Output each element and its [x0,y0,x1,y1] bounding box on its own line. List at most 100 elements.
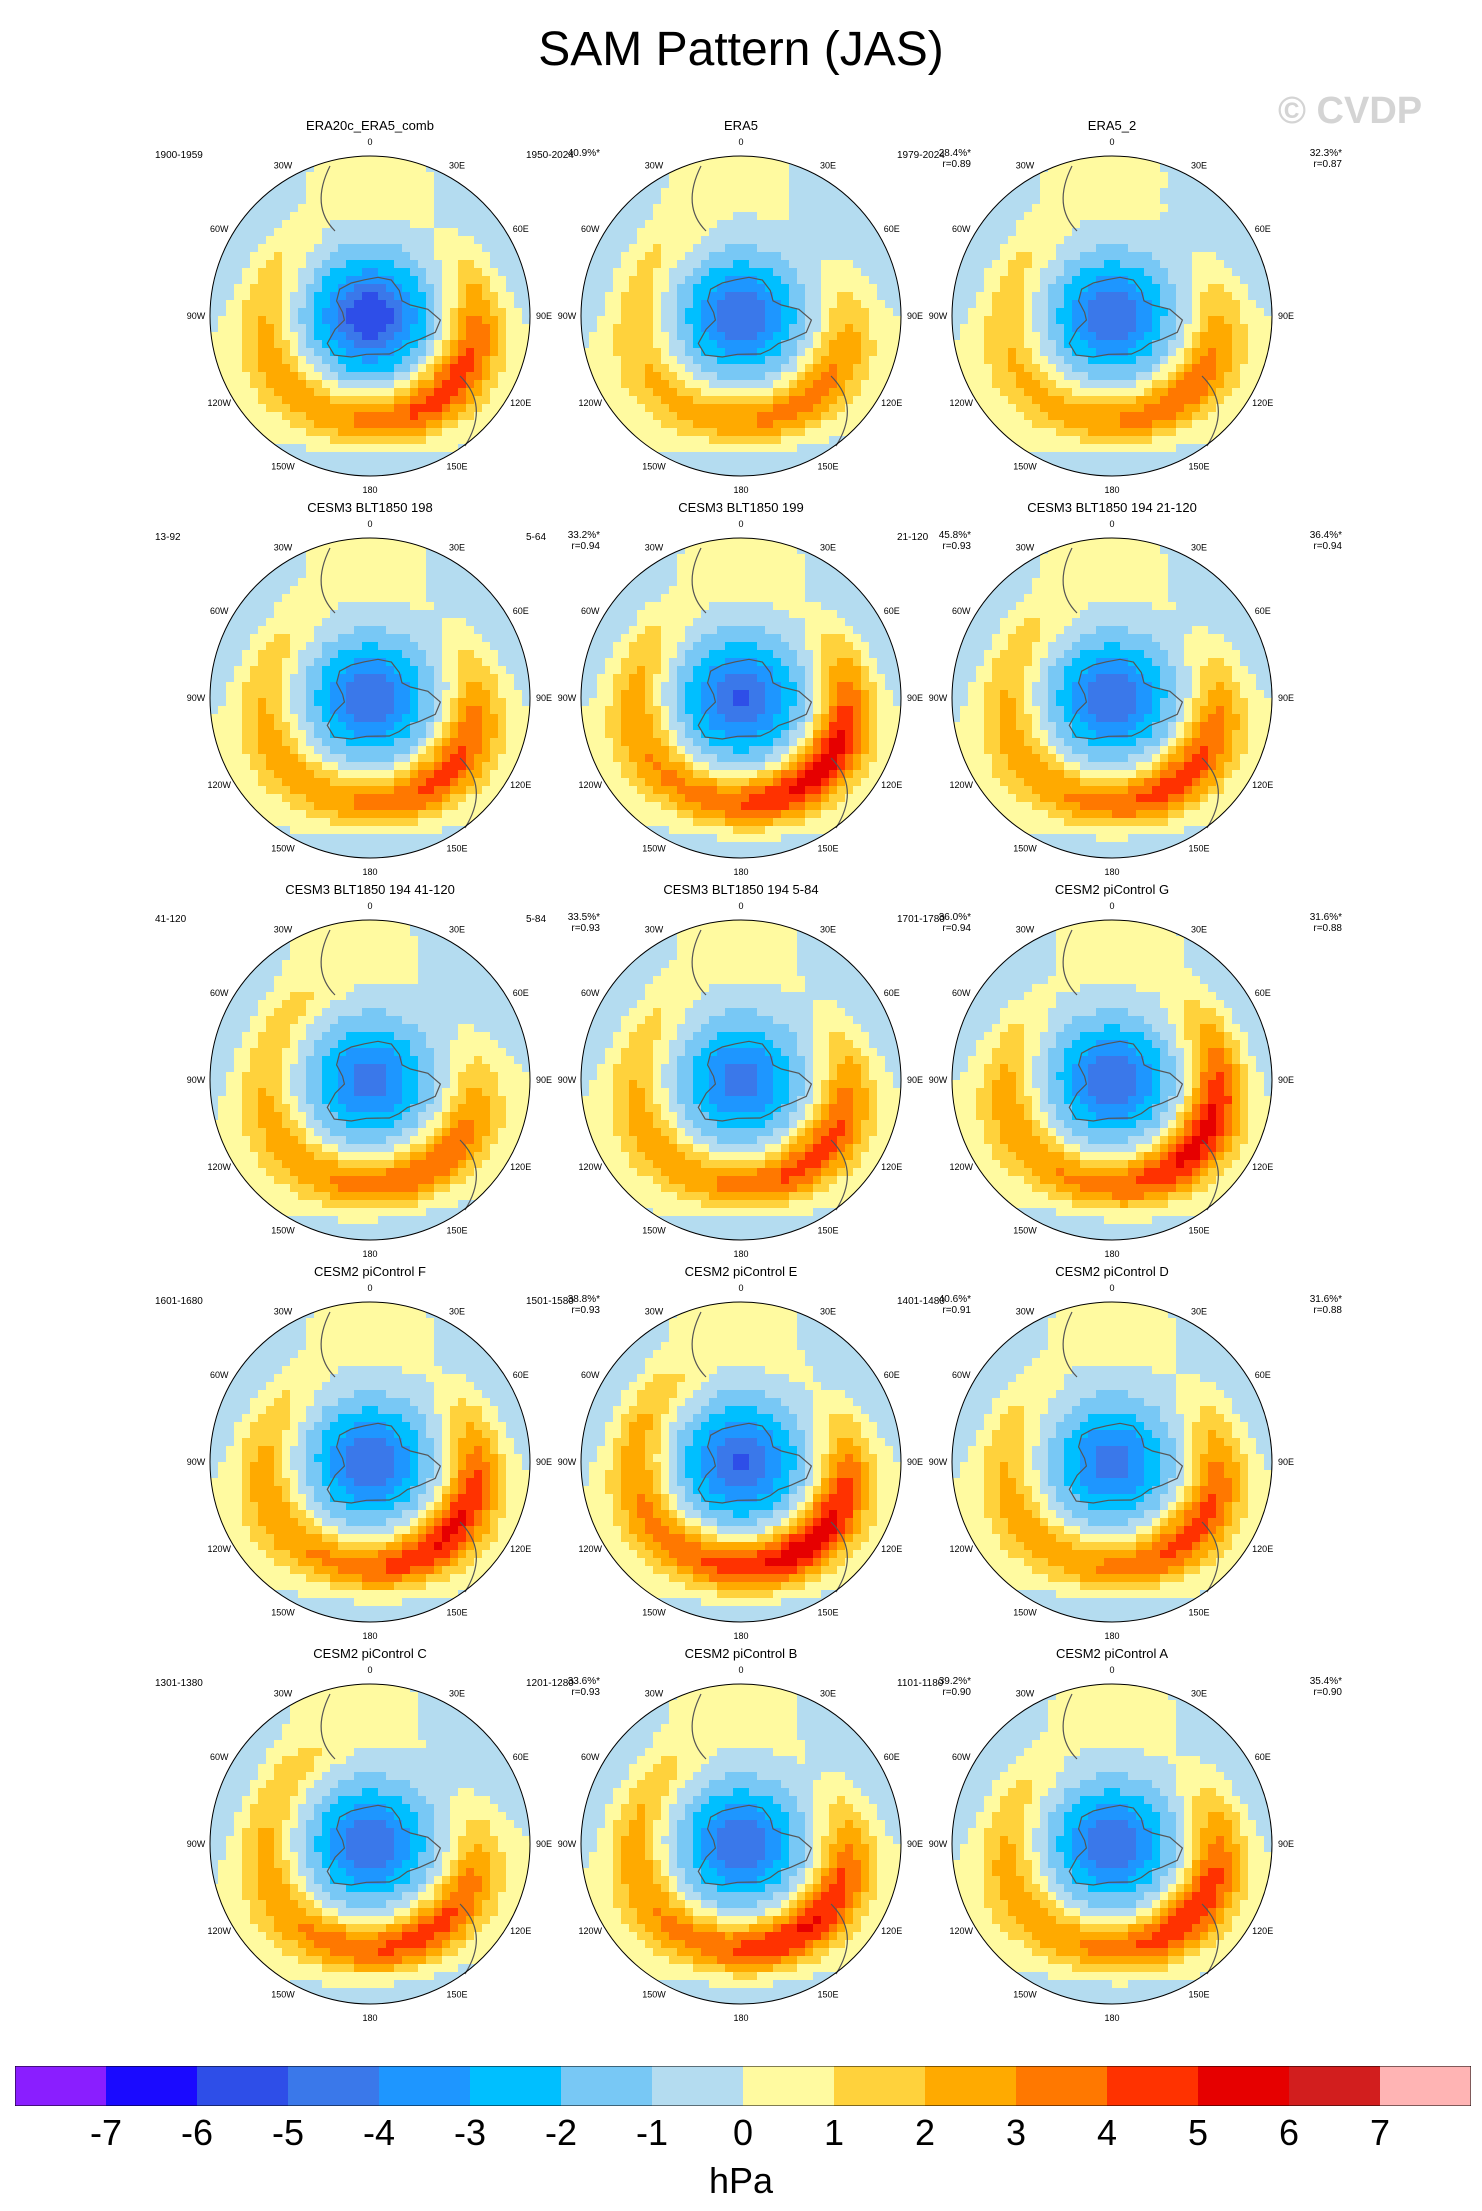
map-panel: CESM3 BLT1850 198 13-92 33.2%* r=0.94 0 30E 60… [130,500,610,877]
longitude-label: 30E [1191,1688,1207,1698]
variance-explained: 35.4%* [1267,1676,1342,1687]
longitude-label: 30W [1016,542,1035,552]
variance-explained: 33.6%* [525,1676,600,1687]
variance-explained: 36.0%* [896,912,971,923]
longitude-label: 30E [820,542,836,552]
antarctica-coastline [697,276,813,358]
variance-explained: 36.4%* [1267,530,1342,541]
longitude-label: 180 [362,867,377,877]
panel-title: CESM2 piControl B [501,1646,981,1661]
polar-map: 0 30E 60E 90E 120E 150E 180 150W 120W 90W 60W 30W [929,1283,1294,1641]
polar-map: 0 30E 60E 90E 120E 150E 180 150W 120W 90W 60W 30W [558,519,923,877]
main-title: SAM Pattern (JAS) [0,22,1482,77]
map-boundary [580,919,902,1241]
longitude-label: 150E [817,1226,838,1236]
map-boundary [951,155,1273,477]
panel-title: ERA5_2 [872,118,1352,133]
longitude-label: 120E [1252,1926,1273,1936]
variance-explained: 45.8%* [896,530,971,541]
longitude-label: 90E [536,1839,552,1849]
map-panel: CESM2 piControl G 1701-1780 31.6%* r=0.88 0 3… [872,882,1352,1259]
map-panel: CESM3 BLT1850 194 21-120 21-120 36.4%* r=0.… [872,500,1352,877]
longitude-label: 150W [271,462,295,472]
colorbar-swatch [288,2066,380,2106]
longitude-label: 180 [733,1631,748,1641]
polar-map: 0 30E 60E 90E 120E 150E 180 150W 120W 90W 60W 30W [187,1665,552,2023]
map-panel: ERA5 1950-2024 28.4%* r=0.89 0 30E 60E 90E 120E 1… [501,118,981,495]
longitude-label: 150E [1188,1608,1209,1618]
longitude-label: 180 [1104,867,1119,877]
panel-title: CESM2 piControl D [872,1264,1352,1279]
polar-map: 0 30E 60E 90E 120E 150E 180 150W 120W 90W 60W 30W [929,1665,1294,2023]
pattern-correlation: r=0.87 [1267,159,1342,170]
pattern-correlation: r=0.89 [896,159,971,170]
longitude-label: 60E [884,224,900,234]
longitude-label: 180 [1104,1249,1119,1259]
slp-field [581,1302,901,1622]
longitude-label: 60E [1255,1370,1271,1380]
longitude-label: 150W [642,1226,666,1236]
longitude-label: 60E [1255,606,1271,616]
longitude-label: 30W [1016,1688,1035,1698]
longitude-label: 90E [536,311,552,321]
panel-stats: 33.2%* r=0.94 [525,530,600,552]
panel-title: CESM3 BLT1850 198 [130,500,610,515]
longitude-label: 150W [642,844,666,854]
longitude-label: 60E [1255,988,1271,998]
antarctica-coastline [326,658,442,740]
panel-title: CESM3 BLT1850 199 [501,500,981,515]
longitude-label: 30E [449,1688,465,1698]
map-panel: ERA5_2 1979-2024 32.3%* r=0.87 0 30E 60E 90E 120… [872,118,1352,495]
longitude-label: 0 [1109,1665,1114,1675]
slp-field [581,1684,901,2004]
polar-map: 0 30E 60E 90E 120E 150E 180 150W 120W 90W 60W 30W [558,1283,923,1641]
longitude-label: 60W [581,606,600,616]
longitude-label: 150W [642,1608,666,1618]
longitude-label: 150W [1013,844,1037,854]
longitude-label: 90W [929,311,948,321]
longitude-label: 120W [579,1544,603,1554]
colorbar-swatch [1289,2066,1381,2106]
australia-coastline [830,757,848,829]
longitude-label: 30W [1016,160,1035,170]
australia-coastline [830,1903,848,1975]
panel-stats: 40.9%* [525,148,600,159]
longitude-label: 120E [881,780,902,790]
colorbar-tick-label: 4 [1077,2112,1137,2154]
panel-period: 41-120 [155,914,186,925]
longitude-label: 0 [1109,519,1114,529]
longitude-label: 90W [558,693,577,703]
variance-explained: 31.6%* [1267,912,1342,923]
longitude-label: 180 [1104,1631,1119,1641]
pattern-correlation: r=0.90 [1267,1687,1342,1698]
variance-explained: 40.6%* [896,1294,971,1305]
panel-stats: 39.2%* r=0.90 [896,1676,971,1698]
longitude-label: 150W [271,1226,295,1236]
longitude-label: 60W [581,988,600,998]
longitude-label: 0 [367,1665,372,1675]
map-panel: CESM2 piControl E 1501-1580 40.6%* r=0.91 0 3… [501,1264,981,1641]
panel-stats: 40.6%* r=0.91 [896,1294,971,1316]
longitude-label: 90W [558,1075,577,1085]
longitude-label: 120E [1252,780,1273,790]
longitude-label: 0 [738,1665,743,1675]
pattern-correlation: r=0.90 [896,1687,971,1698]
longitude-label: 30E [820,1306,836,1316]
longitude-label: 30W [645,1306,664,1316]
colorbar-tick-label: -7 [76,2112,136,2154]
longitude-label: 90E [1278,1075,1294,1085]
pattern-correlation: r=0.93 [525,1687,600,1698]
longitude-label: 120E [510,1926,531,1936]
longitude-label: 0 [738,137,743,147]
longitude-label: 180 [733,867,748,877]
longitude-label: 120E [1252,1544,1273,1554]
longitude-label: 60E [513,606,529,616]
colorbar-tick-label: -4 [349,2112,409,2154]
pattern-correlation: r=0.93 [896,541,971,552]
antarctica-coastline [697,658,813,740]
longitude-label: 30W [274,160,293,170]
antarctica-coastline [326,1804,442,1886]
longitude-label: 180 [362,1249,377,1259]
colorbar-tick-label: 0 [713,2112,773,2154]
longitude-label: 30E [1191,1306,1207,1316]
